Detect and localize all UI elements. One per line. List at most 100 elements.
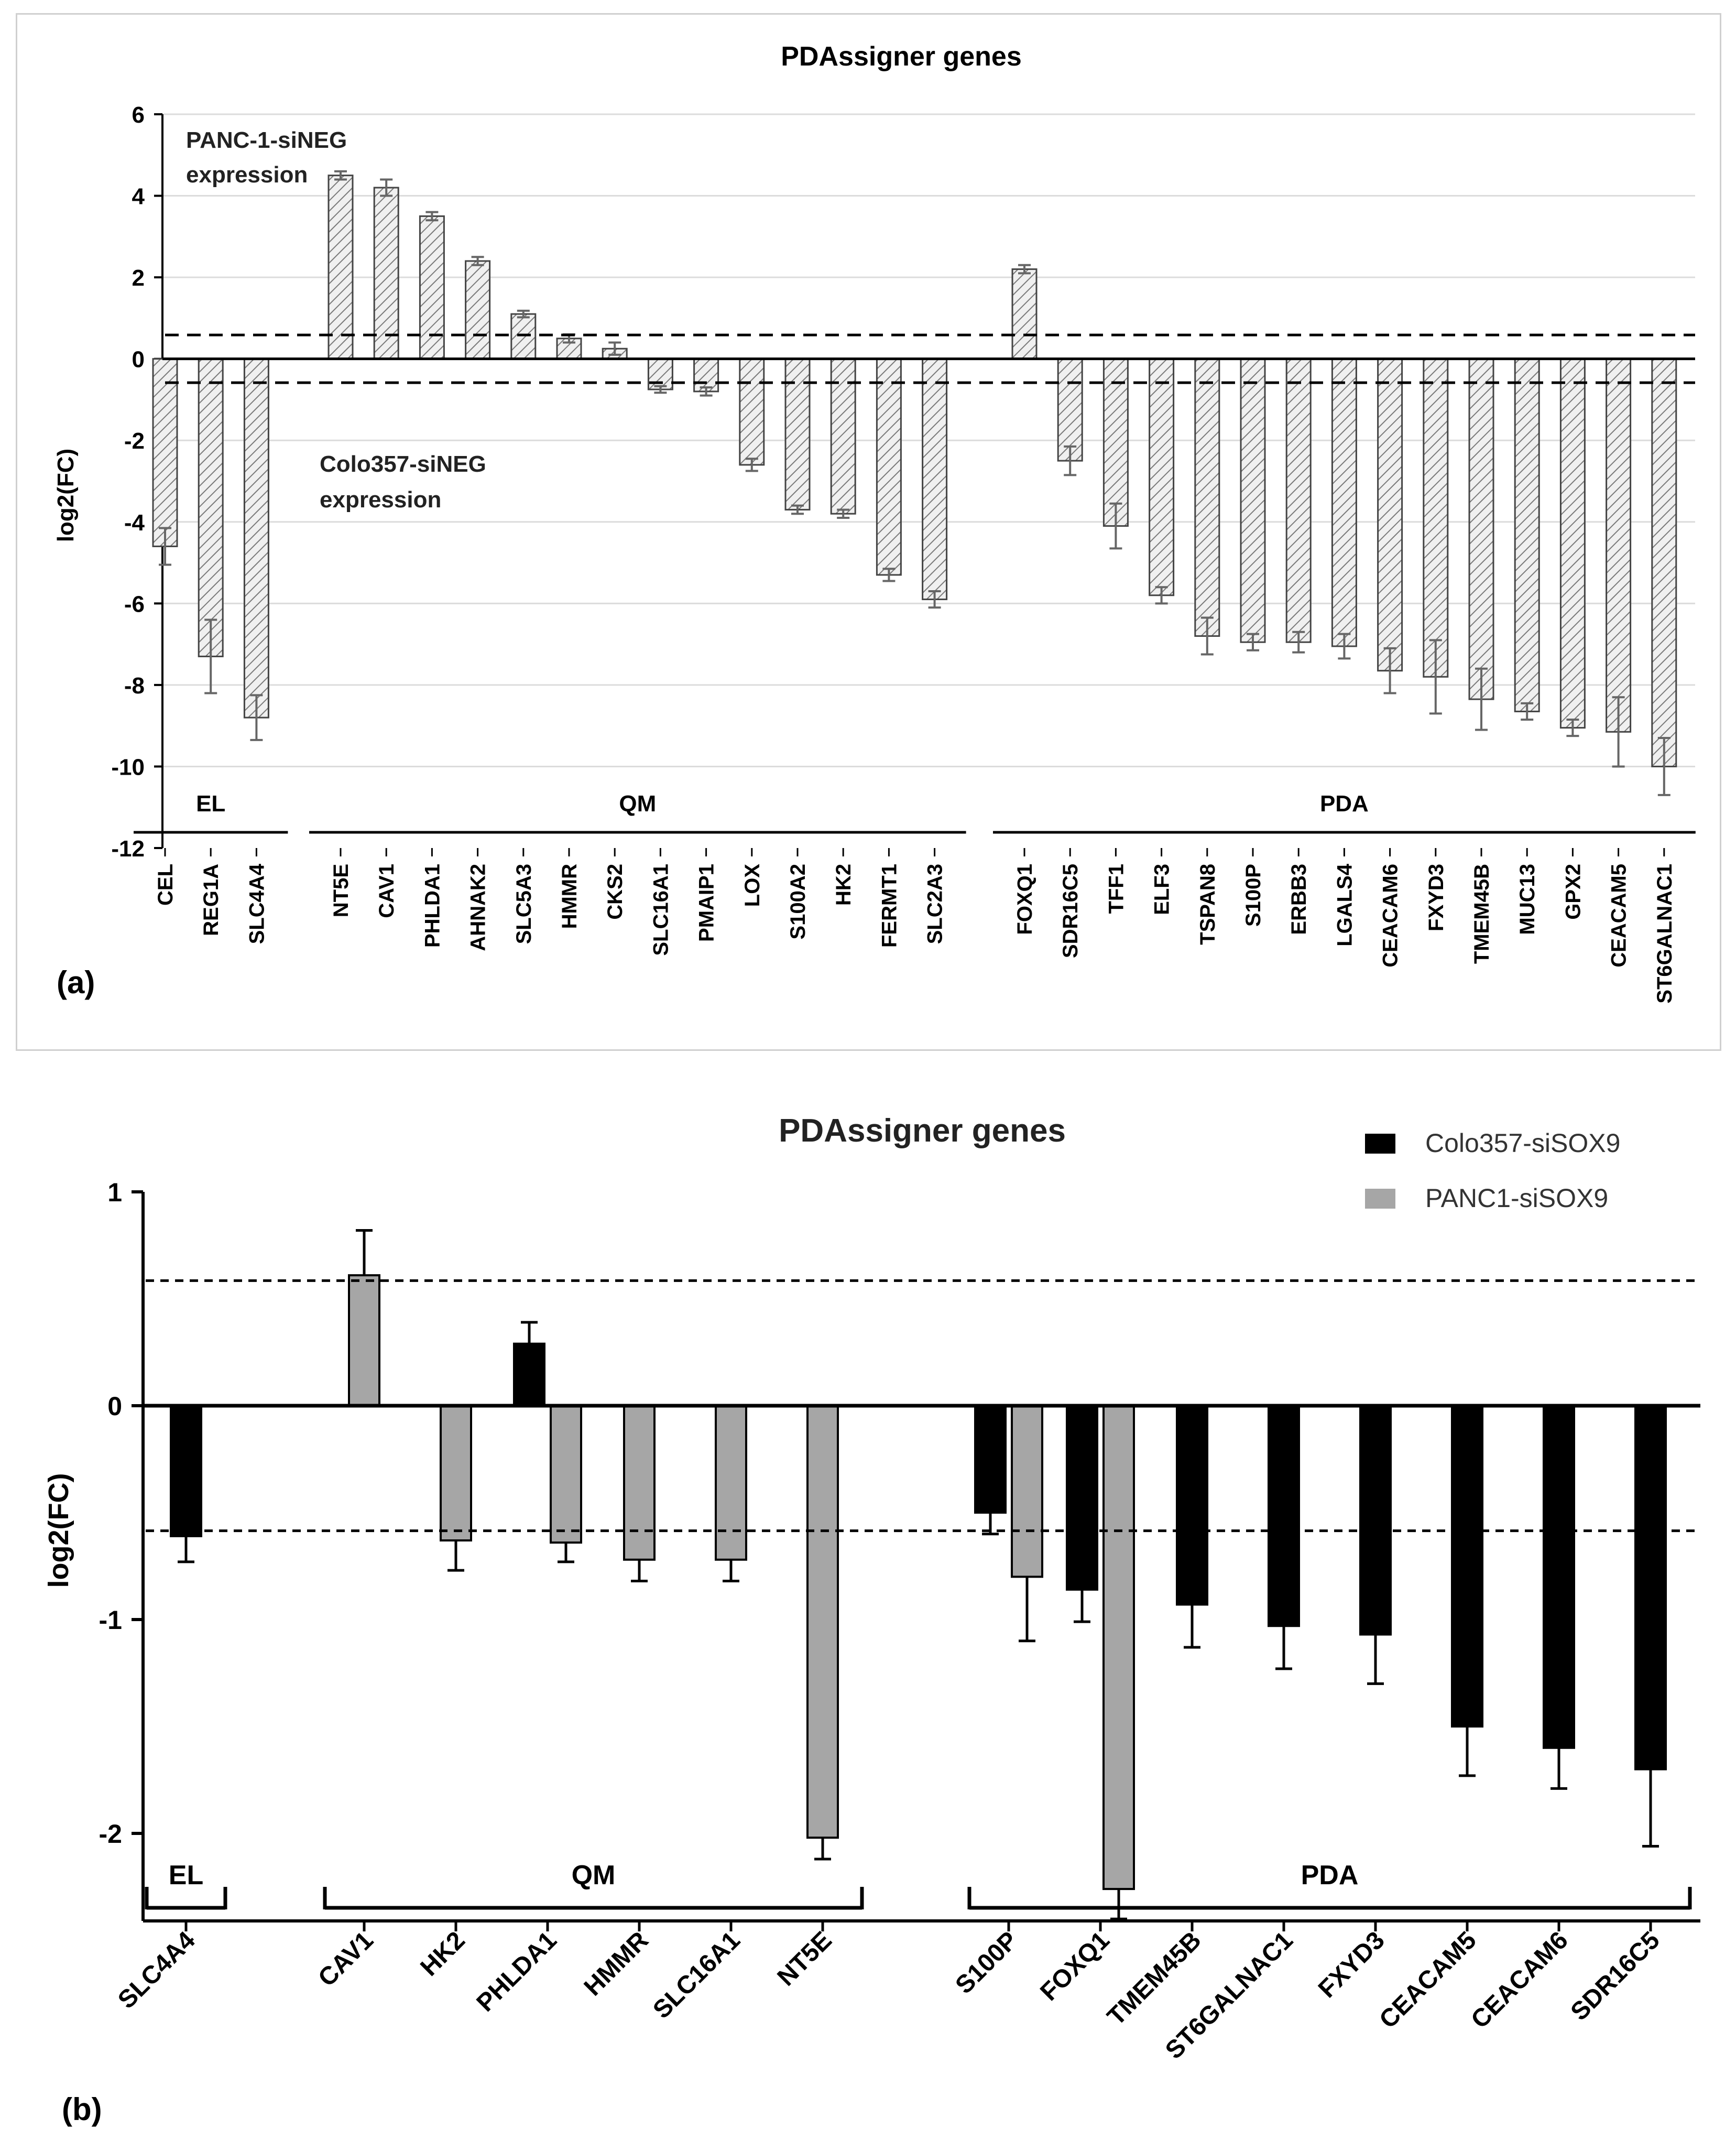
annotation-panc1-line2: expression bbox=[186, 162, 308, 188]
xtick-label-b-slc16a1: SLC16A1 bbox=[648, 1926, 745, 2024]
xtick-label-a-muc13: MUC13 bbox=[1516, 864, 1539, 935]
bar-a-slc5a3 bbox=[510, 313, 537, 360]
xtick-label-a-ceacam6: CEACAM6 bbox=[1379, 864, 1402, 968]
ytick-label-a: -8 bbox=[124, 673, 145, 699]
panel-a-title: PDAssigner genes bbox=[781, 41, 1022, 72]
xtick-label-a-pmaip1: PMAIP1 bbox=[695, 864, 718, 942]
xtick-label-a-hmmr: HMMR bbox=[558, 864, 581, 929]
bar-b-cav1-panc1-sisox9 bbox=[348, 1274, 380, 1407]
group-label-b-el: EL bbox=[169, 1860, 203, 1891]
xtick-label-a-tspan8: TSPAN8 bbox=[1196, 864, 1219, 945]
xtick-label-b-fxyd3: FXYD3 bbox=[1313, 1926, 1390, 2003]
ytick-label-a: -10 bbox=[111, 754, 145, 780]
bar-b-slc16a1-panc1-sisox9 bbox=[715, 1405, 747, 1561]
bar-a-cav1 bbox=[373, 187, 399, 360]
xtick-label-a-hk2: HK2 bbox=[832, 864, 855, 906]
xtick-label-a-cav1: CAV1 bbox=[375, 864, 398, 918]
bar-b-ceacam6-colo357-sisox9 bbox=[1543, 1405, 1575, 1749]
panel-a-frame bbox=[16, 13, 1721, 1051]
xtick-label-a-slc16a1: SLC16A1 bbox=[649, 864, 672, 956]
xtick-label-b-phlda1: PHLDA1 bbox=[472, 1926, 562, 2017]
xtick-label-a-ceacam5: CEACAM5 bbox=[1608, 864, 1631, 968]
panel-b-title: PDAssigner genes bbox=[779, 1113, 1066, 1149]
ytick-label-b: 0 bbox=[107, 1392, 122, 1421]
bar-a-elf3 bbox=[1149, 358, 1175, 596]
annotation-colo357-line2: expression bbox=[320, 487, 441, 513]
xtick-label-a-fermt1: FERMT1 bbox=[878, 864, 901, 948]
bar-b-foxq1-colo357-sisox9 bbox=[1066, 1405, 1098, 1591]
xtick-label-a-phlda1: PHLDA1 bbox=[421, 864, 444, 948]
bar-a-s100p bbox=[1240, 358, 1266, 643]
xtick-label-b-hmmr: HMMR bbox=[579, 1926, 654, 2001]
group-label-a-el: EL bbox=[196, 791, 225, 817]
legend-swatch-colo357 bbox=[1365, 1134, 1395, 1154]
panel-b-plot: 1 0 -1 -2 EL QM PDA SLC4A4 CAV1 HK2 PHLDA1 HMMRSLC1… bbox=[99, 1178, 1700, 2065]
bar-b-fxyd3-colo357-sisox9 bbox=[1359, 1405, 1392, 1636]
xtick-label-b-nt5e: NT5E bbox=[772, 1926, 837, 1991]
bar-a-muc13 bbox=[1514, 358, 1540, 712]
ytick-label-a: -4 bbox=[124, 510, 145, 536]
group-label-b-pda: PDA bbox=[1301, 1860, 1359, 1891]
bar-b-ceacam5-colo357-sisox9 bbox=[1451, 1405, 1483, 1728]
bar-a-foxq1 bbox=[1011, 268, 1038, 360]
xtick-label-a-foxq1: FOXQ1 bbox=[1013, 864, 1036, 935]
legend-swatch-panc1 bbox=[1365, 1189, 1395, 1209]
xtick-label-b-sdr16c5: SDR16C5 bbox=[1566, 1926, 1665, 2026]
panel-b-label: (b) bbox=[62, 2092, 102, 2127]
legend-label-colo357: Colo357-siSOX9 bbox=[1425, 1128, 1620, 1158]
bar-b-slc4a4-colo357-sisox9 bbox=[170, 1405, 202, 1537]
xtick-label-a-elf3: ELF3 bbox=[1151, 864, 1174, 915]
xtick-label-a-erbb3: ERBB3 bbox=[1287, 864, 1311, 935]
bar-b-phlda1-panc1-sisox9 bbox=[550, 1405, 582, 1544]
xtick-label-a-s100a2: S100A2 bbox=[787, 864, 810, 940]
xtick-label-b-ceacam5: CEACAM5 bbox=[1374, 1926, 1481, 2034]
bar-b-foxq1-panc1-sisox9 bbox=[1102, 1405, 1135, 1891]
bar-a-gpx2 bbox=[1559, 358, 1586, 729]
bar-a-fxyd3 bbox=[1423, 358, 1449, 678]
xtick-label-b-ceacam6: CEACAM6 bbox=[1466, 1926, 1573, 2034]
bar-a-erbb3 bbox=[1285, 358, 1312, 643]
bar-b-st6galnac1-colo357-sisox9 bbox=[1268, 1405, 1300, 1627]
panel-a-plot: 6 4 2 0 -2 -4 -6 -8 -10 -12 CEL REG1A SLC4A4 EL NT5E CA… bbox=[111, 102, 1696, 1004]
annotation-panc1-line1: PANC-1-siNEG bbox=[186, 127, 347, 153]
bar-b-s100p-colo357-sisox9 bbox=[974, 1405, 1007, 1514]
bar-a-phlda1 bbox=[419, 215, 445, 360]
bar-a-tspan8 bbox=[1194, 358, 1220, 637]
bar-a-fermt1 bbox=[876, 358, 902, 576]
xtick-label-a-ahnak2: AHNAK2 bbox=[467, 864, 490, 951]
ytick-label-b: -2 bbox=[99, 1819, 122, 1849]
ytick-label-a: 4 bbox=[132, 184, 145, 210]
xtick-label-a-st6galnac1: ST6GALNAC1 bbox=[1653, 864, 1676, 1004]
bar-a-tmem45b bbox=[1468, 358, 1494, 700]
bar-b-hmmr-panc1-sisox9 bbox=[623, 1405, 656, 1561]
ytick-label-b: -1 bbox=[99, 1605, 122, 1635]
xtick-label-a-lgals4: LGALS4 bbox=[1333, 863, 1356, 947]
ytick-label-a: -6 bbox=[124, 591, 145, 617]
xtick-label-b-foxq1: FOXQ1 bbox=[1035, 1926, 1115, 2006]
group-label-a-pda: PDA bbox=[1320, 791, 1369, 817]
xtick-label-a-s100p: S100P bbox=[1242, 864, 1265, 927]
bar-a-reg1a bbox=[198, 358, 224, 657]
bar-b-phlda1-colo357-sisox9 bbox=[513, 1342, 545, 1407]
ytick-label-a: 6 bbox=[132, 102, 145, 128]
ytick-label-a: 0 bbox=[132, 347, 145, 373]
xtick-label-a-cks2: CKS2 bbox=[604, 864, 627, 920]
ytick-label-a: 2 bbox=[132, 265, 145, 291]
xtick-label-a-slc2a3: SLC2A3 bbox=[924, 864, 947, 944]
bar-a-lgals4 bbox=[1331, 358, 1357, 647]
bar-a-slc2a3 bbox=[922, 358, 948, 601]
xtick-label-a-fxyd3: FXYD3 bbox=[1425, 864, 1448, 931]
bar-a-st6galnac1 bbox=[1651, 358, 1677, 767]
bar-a-ahnak2 bbox=[465, 260, 491, 360]
group-label-b-qm: QM bbox=[572, 1860, 616, 1891]
bar-b-s100p-panc1-sisox9 bbox=[1011, 1405, 1043, 1578]
xtick-label-a-tmem45b: TMEM45B bbox=[1470, 864, 1493, 964]
xtick-label-a-lox: LOX bbox=[741, 864, 764, 907]
xtick-label-a-tff1: TFF1 bbox=[1105, 864, 1128, 914]
bar-b-tmem45b-colo357-sisox9 bbox=[1176, 1405, 1208, 1606]
legend-label-panc1: PANC1-siSOX9 bbox=[1425, 1183, 1608, 1213]
xtick-label-a-cel: CEL bbox=[154, 864, 177, 906]
bar-a-nt5e bbox=[327, 175, 354, 360]
panel-b-ylabel: log2(FC) bbox=[43, 1473, 74, 1588]
